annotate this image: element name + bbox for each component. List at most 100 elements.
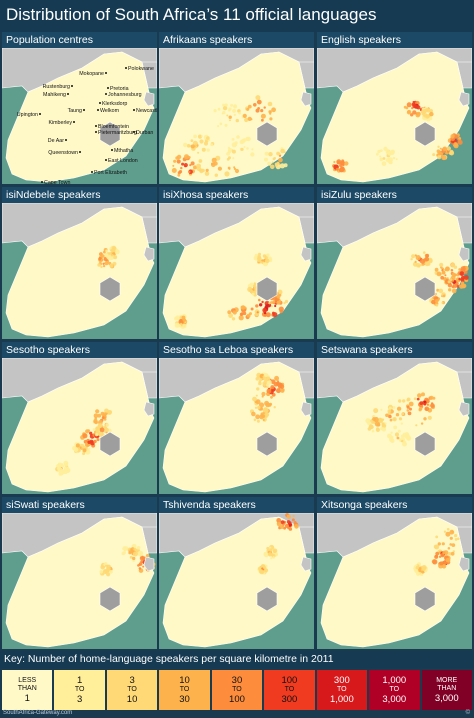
density-patch xyxy=(444,274,447,277)
density-patch xyxy=(429,395,434,400)
density-patch xyxy=(233,104,238,109)
density-patch xyxy=(240,147,244,151)
density-patch xyxy=(277,384,283,389)
density-patch xyxy=(335,167,339,171)
density-patch xyxy=(133,547,137,551)
density-patch xyxy=(451,285,455,289)
panel-title: isiNdebele speakers xyxy=(2,187,157,203)
density-patch xyxy=(435,535,439,539)
legend-item: 1 TO 3 xyxy=(54,670,105,710)
density-patch xyxy=(252,396,257,402)
density-patch xyxy=(226,114,229,117)
city-label: East London xyxy=(108,158,138,164)
density-patch xyxy=(274,163,278,167)
density-patch xyxy=(234,168,240,174)
density-patch xyxy=(450,263,455,268)
density-patch xyxy=(236,135,240,139)
density-patch xyxy=(96,438,100,442)
density-patch xyxy=(113,246,116,249)
density-patch xyxy=(379,158,383,162)
density-patch xyxy=(419,258,425,264)
map-svg xyxy=(2,203,157,339)
footer-copyright: © xyxy=(465,710,470,716)
density-patch xyxy=(434,267,439,272)
key-title: Key: Number of home-language speakers pe… xyxy=(4,653,334,665)
density-patch xyxy=(427,262,431,266)
map-svg xyxy=(159,513,314,649)
south-africa xyxy=(5,206,155,338)
density-patch xyxy=(60,463,64,466)
density-patch xyxy=(172,164,175,167)
lesotho xyxy=(256,121,278,147)
legend-text: TO xyxy=(179,686,190,693)
density-patch xyxy=(174,316,179,321)
density-patch xyxy=(142,565,145,568)
density-patch xyxy=(105,423,110,427)
legend-item: 3 TO 10 xyxy=(106,670,158,710)
density-patch xyxy=(201,147,206,152)
density-patch xyxy=(82,448,87,453)
density-patch xyxy=(114,249,118,253)
density-patch xyxy=(104,253,109,258)
map-panel: Population centres Polokwane Mokopane Ruste… xyxy=(2,32,157,184)
density-patch xyxy=(184,165,187,168)
density-patch xyxy=(92,428,96,432)
density-patch xyxy=(176,154,182,160)
density-patch xyxy=(108,410,112,415)
density-patch xyxy=(268,552,273,557)
density-patch xyxy=(197,151,200,154)
panel-title: Population centres xyxy=(2,32,157,48)
density-patch xyxy=(97,263,101,267)
density-patch xyxy=(458,277,461,281)
density-patch xyxy=(382,157,386,160)
density-patch xyxy=(430,402,434,405)
density-patch xyxy=(238,315,244,321)
density-patch xyxy=(192,140,198,146)
density-patch xyxy=(109,247,112,250)
density-patch xyxy=(291,518,295,522)
panel-title: English speakers xyxy=(317,32,472,48)
density-patch xyxy=(269,112,272,115)
lesotho xyxy=(414,431,436,457)
density-patch xyxy=(441,269,444,272)
density-patch xyxy=(176,159,181,164)
city-marker xyxy=(79,151,81,153)
density-patch xyxy=(204,171,210,176)
density-patch xyxy=(228,115,232,119)
density-patch xyxy=(400,434,404,438)
density-patch xyxy=(273,406,276,409)
density-patch xyxy=(261,118,264,122)
density-patch xyxy=(213,109,217,113)
density-patch xyxy=(97,423,103,429)
eswatini xyxy=(300,91,312,107)
density-patch xyxy=(106,572,111,577)
density-patch xyxy=(417,393,422,398)
density-patch xyxy=(260,113,266,119)
city-label: Kimberley xyxy=(48,120,72,126)
density-patch xyxy=(262,381,267,386)
density-patch xyxy=(424,256,430,262)
eswatini xyxy=(458,246,470,262)
density-patch xyxy=(270,301,273,304)
city-label: Pietermaritzburg xyxy=(98,130,137,136)
density-patch xyxy=(269,111,272,113)
density-patch xyxy=(419,401,424,405)
density-patch xyxy=(253,103,257,107)
density-patch xyxy=(206,136,210,140)
density-patch xyxy=(396,436,400,440)
density-patch xyxy=(437,542,441,546)
density-patch xyxy=(273,550,277,553)
density-patch xyxy=(267,161,272,166)
density-patch xyxy=(292,514,295,518)
south-africa xyxy=(5,516,155,648)
panel-title: Sesotho sa Leboa speakers xyxy=(159,342,314,358)
density-patch xyxy=(266,546,270,550)
density-patch xyxy=(79,446,82,449)
density-patch xyxy=(392,406,396,409)
density-patch xyxy=(275,377,278,380)
density-patch xyxy=(231,149,236,154)
density-patch xyxy=(438,555,442,558)
density-patch xyxy=(451,288,457,294)
density-patch xyxy=(262,419,265,421)
density-patch xyxy=(371,429,375,433)
